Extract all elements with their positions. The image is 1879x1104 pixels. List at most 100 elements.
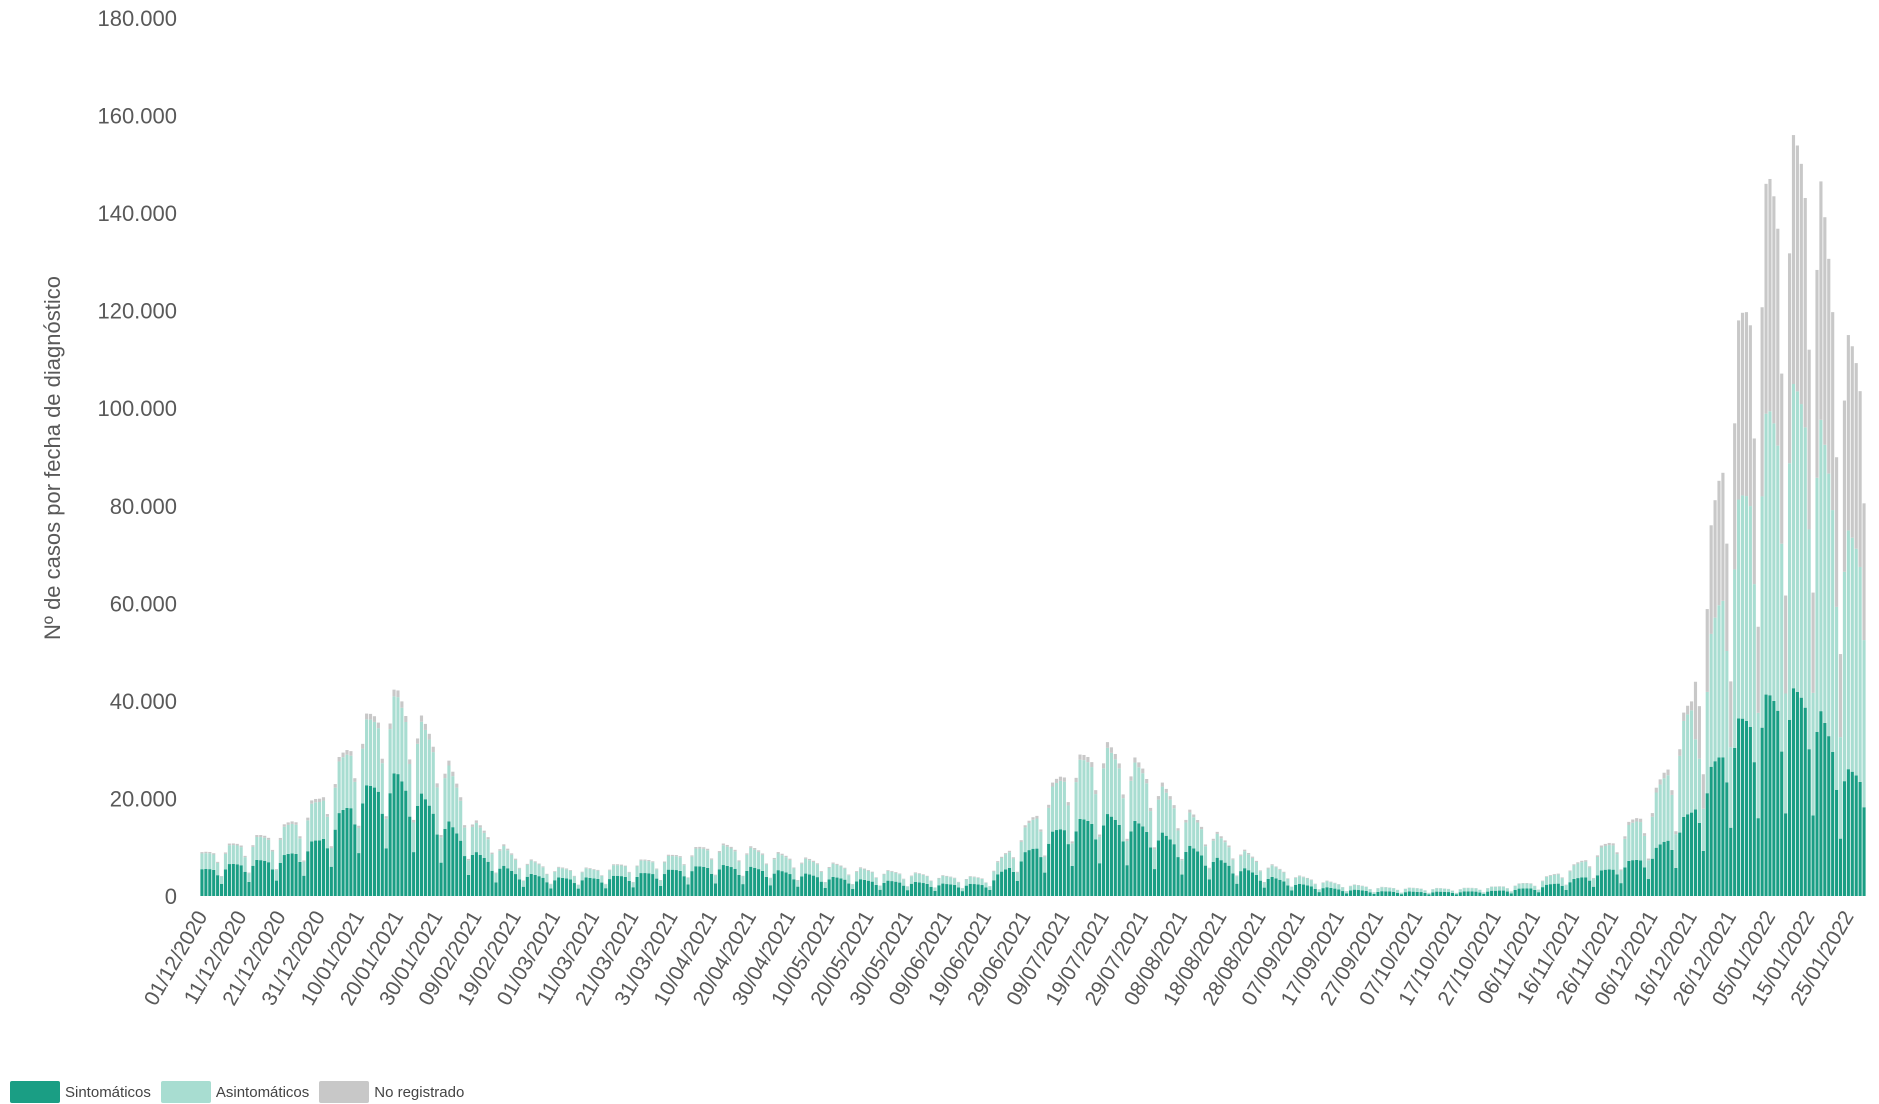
bar-no-registrado <box>431 746 435 753</box>
bar-asintomaticos <box>290 823 294 854</box>
bar-no-registrado <box>1239 854 1243 856</box>
bar-asintomaticos <box>1521 883 1525 889</box>
bar-sintomaticos <box>1791 688 1796 896</box>
bar-asintomaticos <box>1615 854 1619 875</box>
bar-asintomaticos <box>243 857 247 872</box>
bar-asintomaticos <box>1544 876 1549 885</box>
bar-no-registrado <box>1744 312 1749 497</box>
bar-asintomaticos <box>349 755 353 809</box>
bar-asintomaticos <box>729 848 733 868</box>
bar-sintomaticos <box>231 863 235 896</box>
bar-asintomaticos <box>1654 792 1658 848</box>
bar-sintomaticos <box>1525 888 1529 896</box>
bar-no-registrado <box>596 869 600 871</box>
bar-no-registrado <box>1243 849 1247 852</box>
bar-no-registrado <box>419 715 424 722</box>
bar-no-registrado <box>1835 457 1839 607</box>
bar-no-registrado <box>1689 701 1694 711</box>
bar-asintomaticos <box>847 875 851 884</box>
bar-sintomaticos <box>1368 892 1372 896</box>
bar-asintomaticos <box>894 872 898 882</box>
bar-asintomaticos <box>635 866 639 877</box>
bar-sintomaticos <box>423 799 427 896</box>
bar-asintomaticos <box>615 865 620 876</box>
bar-no-registrado <box>365 713 369 720</box>
bar-asintomaticos <box>1572 865 1576 879</box>
bar-no-registrado <box>235 843 239 846</box>
bar-sintomaticos <box>1156 840 1161 896</box>
bar-sintomaticos <box>1058 829 1063 896</box>
bar-no-registrado <box>1733 423 1737 570</box>
bar-asintomaticos <box>1603 845 1607 870</box>
bar-sintomaticos <box>1078 818 1082 896</box>
bar-sintomaticos <box>847 883 851 896</box>
bar-sintomaticos <box>737 875 741 896</box>
bar-no-registrado <box>1642 833 1647 836</box>
bar-sintomaticos <box>294 853 298 896</box>
bar-sintomaticos <box>345 807 349 896</box>
bar-sintomaticos <box>811 875 816 896</box>
bar-sintomaticos <box>1262 887 1266 896</box>
bar-sintomaticos <box>1733 747 1737 896</box>
bar-asintomaticos <box>698 848 702 867</box>
bar-asintomaticos <box>1838 737 1843 839</box>
bar-sintomaticos <box>1223 862 1227 896</box>
bar-no-registrado <box>1552 873 1556 875</box>
bar-sintomaticos <box>1321 888 1325 896</box>
bar-no-registrado <box>321 797 326 801</box>
bar-asintomaticos <box>1023 827 1027 853</box>
bar-sintomaticos <box>1239 871 1243 896</box>
bar-asintomaticos <box>1541 881 1545 888</box>
bar-asintomaticos <box>831 863 835 877</box>
bar-no-registrado <box>827 866 831 868</box>
bar-sintomaticos <box>1529 888 1533 896</box>
bar-sintomaticos <box>1689 812 1694 896</box>
bar-asintomaticos <box>1054 782 1059 831</box>
bar-sintomaticos <box>1082 819 1086 896</box>
bar-no-registrado <box>635 865 639 867</box>
bar-no-registrado <box>941 875 945 876</box>
y-tick-label: 180.000 <box>97 6 177 31</box>
bar-asintomaticos <box>796 880 800 887</box>
bar-sintomaticos <box>1125 865 1129 896</box>
bar-sintomaticos <box>1348 890 1353 896</box>
bar-no-registrado <box>1705 609 1709 692</box>
bar-asintomaticos <box>1368 889 1372 893</box>
bar-sintomaticos <box>1439 891 1443 896</box>
bar-no-registrado <box>1282 871 1286 873</box>
bar-sintomaticos <box>1286 885 1290 896</box>
bar-sintomaticos <box>1325 887 1329 896</box>
bar-no-registrado <box>482 830 486 833</box>
bar-asintomaticos <box>1635 821 1639 860</box>
bar-sintomaticos <box>1380 891 1384 896</box>
bar-asintomaticos <box>545 874 549 883</box>
bar-sintomaticos <box>466 874 471 896</box>
bar-asintomaticos <box>1639 822 1643 861</box>
bar-asintomaticos <box>227 845 231 865</box>
bar-sintomaticos <box>478 854 482 896</box>
bar-asintomaticos <box>1666 775 1670 841</box>
bar-sintomaticos <box>1149 847 1153 896</box>
bar-asintomaticos <box>882 874 886 883</box>
bar-asintomaticos <box>561 868 565 878</box>
bar-asintomaticos <box>380 763 384 814</box>
bar-sintomaticos <box>964 885 968 896</box>
bar-sintomaticos <box>1172 844 1176 896</box>
bar-sintomaticos <box>419 793 424 896</box>
bar-asintomaticos <box>1646 860 1651 880</box>
bar-no-registrado <box>1058 776 1063 781</box>
bar-sintomaticos <box>1215 857 1219 896</box>
bar-sintomaticos <box>1235 883 1239 896</box>
bar-no-registrado <box>1556 873 1560 875</box>
bar-asintomaticos <box>443 778 447 829</box>
bar-sintomaticos <box>659 885 663 896</box>
bar-no-registrado <box>1250 856 1255 858</box>
bar-asintomaticos <box>647 861 651 874</box>
bar-sintomaticos <box>1247 870 1251 896</box>
bar-no-registrado <box>1772 196 1776 424</box>
bar-sintomaticos <box>741 884 745 896</box>
bar-no-registrado <box>251 845 255 847</box>
bar-no-registrado <box>1740 312 1745 496</box>
bar-asintomaticos <box>1168 799 1172 840</box>
bar-asintomaticos <box>1286 878 1290 886</box>
